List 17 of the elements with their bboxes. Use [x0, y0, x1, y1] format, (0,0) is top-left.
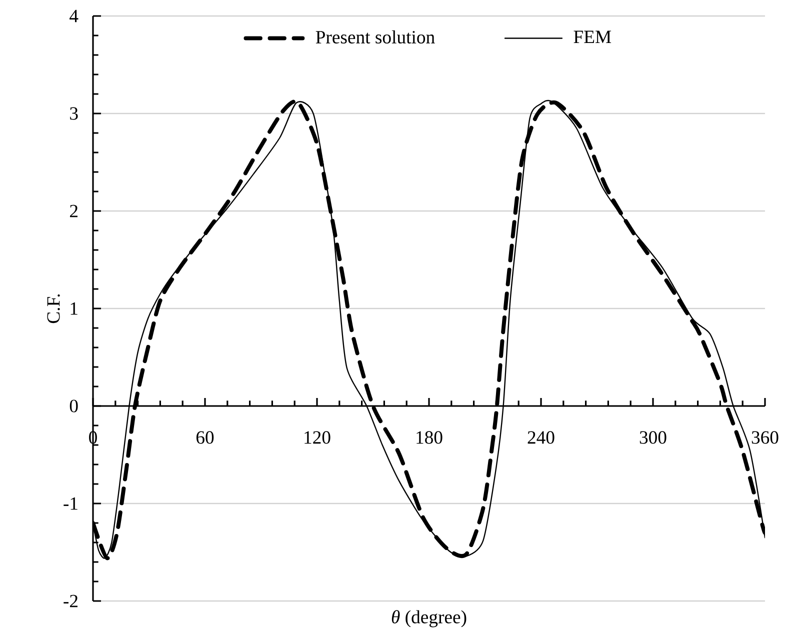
y-tick-label: 0	[70, 400, 78, 412]
legend-label: Present solution	[316, 30, 435, 44]
x-tick-label: 240	[528, 431, 554, 444]
x-tick-label: 60	[196, 431, 214, 444]
y-tick-label: 1	[70, 302, 78, 315]
y-tick-label: -2	[64, 594, 78, 608]
y-tick-label: -1	[64, 497, 78, 510]
x-tick-label: 360	[752, 431, 778, 444]
y-tick-label: 3	[70, 107, 78, 120]
x-tick-label: 300	[640, 431, 666, 444]
legend-label: FEM	[574, 30, 612, 43]
y-tick-label: 2	[70, 204, 78, 218]
y-axis-title: C.F.	[47, 294, 60, 324]
x-axis-title: θ (degree)	[392, 610, 466, 628]
x-tick-label: 120	[304, 431, 330, 444]
y-tick-label: 4	[70, 10, 78, 22]
x-tick-label: 180	[416, 431, 442, 444]
